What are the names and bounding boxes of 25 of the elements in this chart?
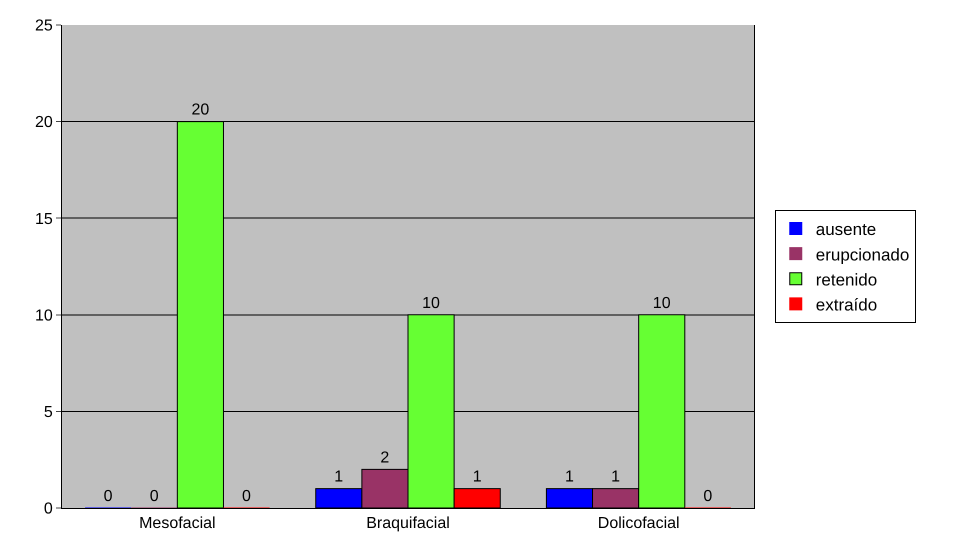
data-label: 10: [652, 294, 671, 312]
data-label: 1: [334, 468, 344, 486]
y-tick-label: 5: [44, 404, 53, 421]
data-label: 0: [150, 488, 159, 505]
data-label: 10: [422, 294, 440, 312]
legend-label: extraído: [816, 295, 878, 314]
y-tick-label: 25: [35, 18, 53, 35]
data-label: 0: [242, 488, 252, 505]
data-label: 2: [380, 449, 390, 466]
data-label: 0: [703, 488, 712, 505]
legend-label: retenido: [816, 270, 878, 290]
y-tick-label: 10: [35, 307, 53, 324]
legend-label: ausente: [816, 220, 876, 240]
data-label: 20: [191, 102, 210, 119]
x-tick-label: Dolicofacial: [598, 515, 680, 532]
data-label: 1: [472, 468, 482, 486]
data-label: 1: [611, 468, 620, 486]
data-label: 0: [104, 488, 113, 505]
data-label: 1: [564, 468, 574, 486]
x-tick-label: Mesofacial: [139, 515, 216, 532]
x-tick-label: Braquifacial: [366, 515, 450, 532]
y-tick-label: 20: [35, 114, 53, 132]
legend-label: erupcionado: [816, 245, 910, 264]
y-tick-label: 15: [35, 210, 53, 228]
y-tick-label: 0: [44, 500, 53, 518]
